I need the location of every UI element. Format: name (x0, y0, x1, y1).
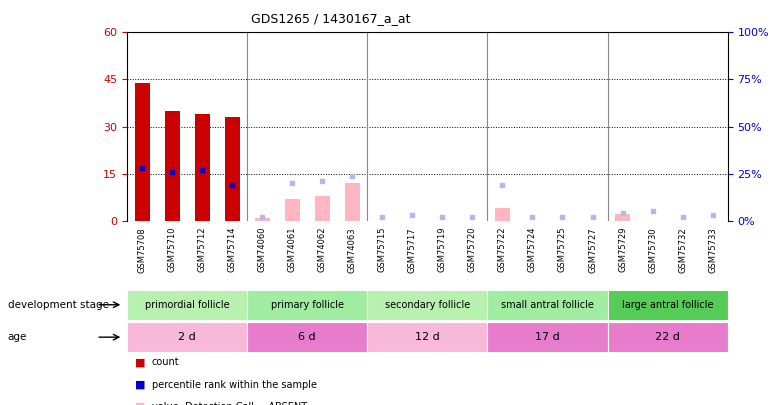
Bar (247, 290, 367, 320)
Bar (487, 322, 608, 352)
Bar (495, 208, 510, 221)
Bar (165, 111, 179, 221)
Bar (195, 114, 209, 221)
Text: large antral follicle: large antral follicle (622, 300, 713, 310)
Bar (487, 290, 608, 320)
Bar (225, 117, 239, 221)
Text: development stage: development stage (8, 300, 109, 310)
Bar (315, 196, 330, 221)
Bar (615, 215, 630, 221)
Text: value, Detection Call = ABSENT: value, Detection Call = ABSENT (152, 402, 306, 405)
Bar (608, 290, 728, 320)
Text: 22 d: 22 d (655, 332, 680, 342)
Text: 6 d: 6 d (299, 332, 316, 342)
Bar (367, 290, 487, 320)
Text: ■: ■ (135, 358, 146, 367)
Text: primary follicle: primary follicle (271, 300, 343, 310)
Text: small antral follicle: small antral follicle (501, 300, 594, 310)
Text: age: age (8, 332, 27, 342)
Text: primordial follicle: primordial follicle (145, 300, 229, 310)
Text: ■: ■ (135, 402, 146, 405)
Bar (127, 290, 247, 320)
Text: percentile rank within the sample: percentile rank within the sample (152, 380, 316, 390)
Text: secondary follicle: secondary follicle (385, 300, 470, 310)
Bar (367, 322, 487, 352)
Text: 2 d: 2 d (178, 332, 196, 342)
Text: GDS1265 / 1430167_a_at: GDS1265 / 1430167_a_at (251, 12, 411, 25)
Bar (345, 183, 360, 221)
Bar (608, 322, 728, 352)
Text: 17 d: 17 d (535, 332, 560, 342)
Text: ■: ■ (135, 380, 146, 390)
Text: 12 d: 12 d (415, 332, 440, 342)
Bar (127, 322, 247, 352)
Bar (255, 217, 270, 221)
Bar (247, 322, 367, 352)
Text: count: count (152, 358, 179, 367)
Bar (135, 83, 149, 221)
Bar (285, 199, 300, 221)
